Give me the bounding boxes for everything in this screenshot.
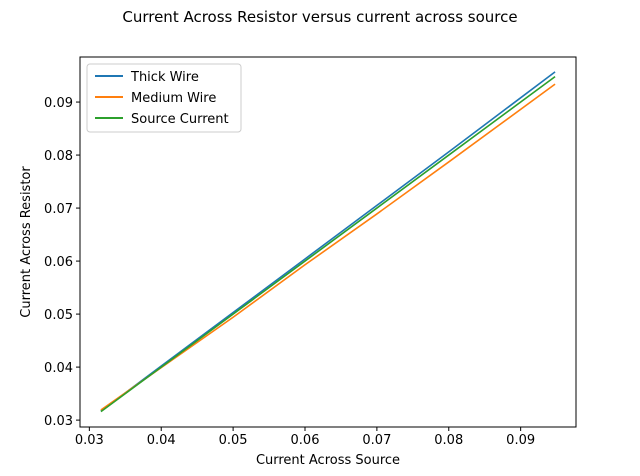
x-tick-label: 0.08 (434, 433, 463, 448)
legend-box (86, 63, 242, 133)
y-tick-label: 0.06 (44, 255, 73, 270)
y-tick-label: 0.03 (44, 414, 73, 429)
x-tick-label: 0.05 (219, 433, 248, 448)
x-tick-label: 0.04 (147, 433, 176, 448)
x-tick-label: 0.06 (291, 433, 320, 448)
y-tick-label: 0.09 (44, 96, 73, 111)
y-tick-label: 0.04 (44, 361, 73, 376)
series-line-thick-wire (100, 71, 556, 412)
legend-label-source-current: Source Current (131, 112, 229, 127)
plot-frame (79, 56, 577, 428)
legend-label-medium-wire: Medium Wire (131, 91, 216, 106)
y-tick-label: 0.07 (44, 202, 73, 217)
legend: Thick Wire Medium Wire Source Current (86, 63, 242, 133)
x-axis-ticks: 0.03 0.04 0.05 0.06 0.07 0.08 0.09 (75, 427, 535, 448)
chart-title: Current Across Resistor versus current a… (122, 8, 517, 26)
series-line-source-current (100, 76, 556, 413)
y-axis-label: Current Across Resistor (19, 166, 34, 318)
y-axis-ticks: 0.03 0.04 0.05 0.06 0.07 0.08 0.09 (44, 96, 80, 429)
series-layer (100, 71, 556, 413)
x-tick-label: 0.09 (506, 433, 535, 448)
legend-label-thick-wire: Thick Wire (130, 70, 199, 85)
x-axis-label: Current Across Source (256, 453, 400, 468)
y-tick-label: 0.08 (44, 149, 73, 164)
y-tick-label: 0.05 (44, 308, 73, 323)
x-tick-label: 0.07 (362, 433, 391, 448)
x-tick-label: 0.03 (75, 433, 104, 448)
